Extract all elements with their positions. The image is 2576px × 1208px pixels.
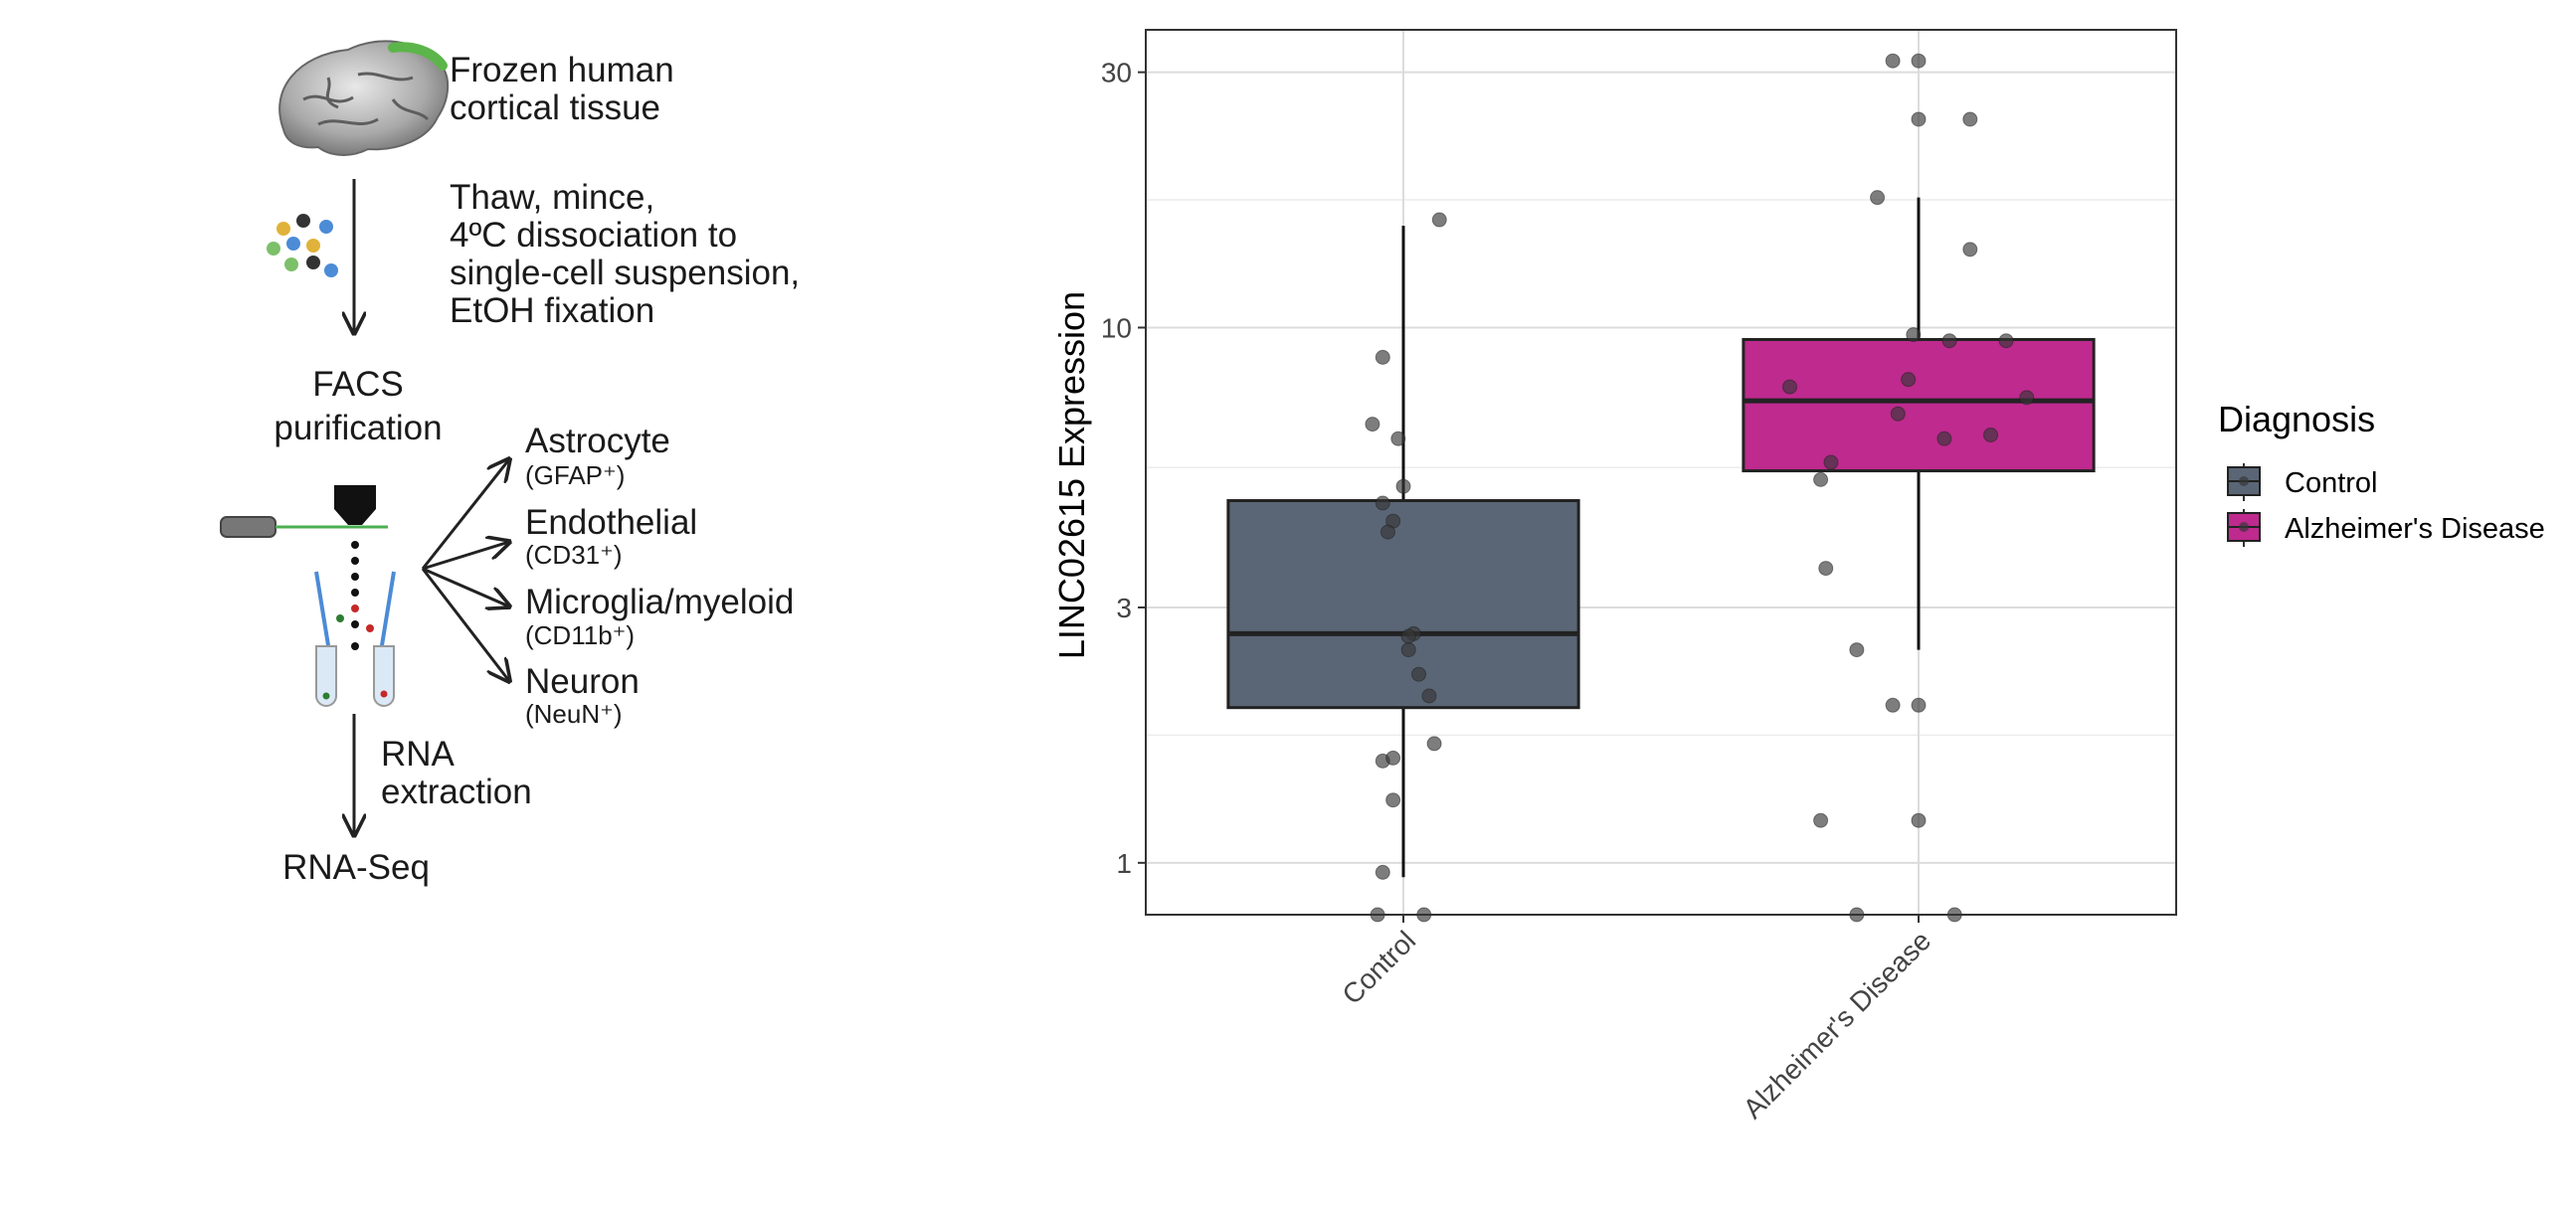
step-facs-line1: FACS (312, 365, 403, 404)
facs-sorter-icon (220, 485, 396, 707)
x-tick-label: Control (1336, 925, 1421, 1010)
data-point (1849, 642, 1865, 658)
arrow-microglia (422, 567, 509, 606)
data-point (1385, 750, 1401, 766)
data-point (1411, 666, 1427, 682)
data-point (2019, 390, 2035, 406)
data-point (1911, 812, 1927, 828)
cell-type-endothelial: Endothelial (525, 503, 697, 542)
data-point (1890, 406, 1906, 422)
data-point (1400, 628, 1416, 644)
step-rnaseq: RNA-Seq (282, 848, 430, 887)
cell-type-astrocyte: Astrocyte (525, 422, 670, 460)
arrow-astrocyte (421, 459, 509, 570)
y-tick-label: 1 (1116, 848, 1132, 879)
marker-microglia: (CD11b⁺) (525, 620, 635, 650)
data-point (1395, 478, 1411, 494)
step-dissociation-line1: Thaw, mince, (450, 178, 654, 217)
step-dissociation-line2: 4ºC dissociation to (450, 216, 737, 255)
data-point (1901, 372, 1917, 388)
legend-title: Diagnosis (2218, 399, 2375, 439)
box-control (1226, 499, 1580, 710)
legend-label: Alzheimer's Disease (2285, 513, 2545, 545)
boxplot-svg: LINC02615 Expression Diagnosis 1 3 10 30 Con… (1051, 29, 2545, 1124)
data-point (1365, 417, 1380, 432)
data-point (1421, 688, 1437, 704)
box-alzheimers (1742, 337, 2096, 473)
data-point (1941, 333, 1957, 349)
data-point (1823, 454, 1839, 470)
data-point (1983, 428, 1999, 443)
data-point (1375, 349, 1390, 365)
data-point (1962, 111, 1978, 127)
x-tick-label: Alzheimer's Disease (1738, 925, 1937, 1124)
brain-icon (278, 40, 450, 156)
data-point (1962, 242, 1978, 258)
cell-type-neuron: Neuron (525, 662, 640, 701)
data-point (1390, 431, 1406, 446)
data-point (1813, 471, 1829, 487)
arrow-endothelial (422, 542, 509, 571)
data-point (1936, 431, 1952, 446)
data-point (1885, 53, 1901, 69)
data-point (1885, 697, 1901, 713)
data-point (1375, 495, 1390, 511)
workflow-schematic: Frozen human cortical tissue Thaw, mince… (0, 0, 995, 1203)
step-dissociation-line3: single-cell suspension, (450, 254, 800, 292)
marker-endothelial: (CD31⁺) (525, 540, 623, 570)
cell-type-microglia: Microglia/myeloid (525, 583, 794, 621)
step-dissociation-line4: EtOH fixation (450, 291, 654, 330)
data-point (1911, 53, 1927, 69)
data-point (1870, 190, 1886, 206)
data-point (1906, 327, 1922, 343)
data-point (1911, 697, 1927, 713)
data-point (1813, 812, 1829, 828)
expression-boxplot: LINC02615 Expression Diagnosis 1 3 10 30 Con… (995, 0, 2576, 1203)
marker-neuron: (NeuN⁺) (525, 699, 623, 729)
panel-border (1145, 29, 2177, 916)
step-tissue-line2: cortical tissue (450, 88, 660, 127)
data-point (1375, 864, 1390, 880)
data-point (1782, 379, 1797, 395)
y-tick-label: 30 (1101, 58, 1132, 88)
data-point (1385, 792, 1401, 808)
step-facs-line2: purification (274, 409, 442, 447)
data-point (1431, 212, 1447, 228)
data-point (1426, 736, 1442, 752)
data-point (1818, 561, 1834, 577)
step-rna-line1: RNA (381, 735, 456, 774)
data-point (1911, 111, 1927, 127)
cell-suspension-icon (267, 214, 338, 277)
step-rna-line2: extraction (381, 773, 532, 811)
legend-key-point (2239, 476, 2249, 486)
y-tick-label: 10 (1101, 312, 1132, 343)
workflow-svg: Frozen human cortical tissue Thaw, mince… (220, 40, 800, 887)
y-tick-label: 3 (1116, 593, 1132, 623)
step-tissue-line1: Frozen human (450, 51, 674, 89)
legend-label: Control (2285, 467, 2378, 499)
y-axis-title: LINC02615 Expression (1051, 291, 1092, 659)
data-point (1400, 642, 1416, 658)
marker-astrocyte: (GFAP⁺) (525, 460, 625, 490)
data-point (1380, 524, 1395, 540)
legend-key-point (2239, 522, 2249, 532)
arrow-neuron (421, 568, 509, 681)
data-point (1998, 333, 2014, 349)
